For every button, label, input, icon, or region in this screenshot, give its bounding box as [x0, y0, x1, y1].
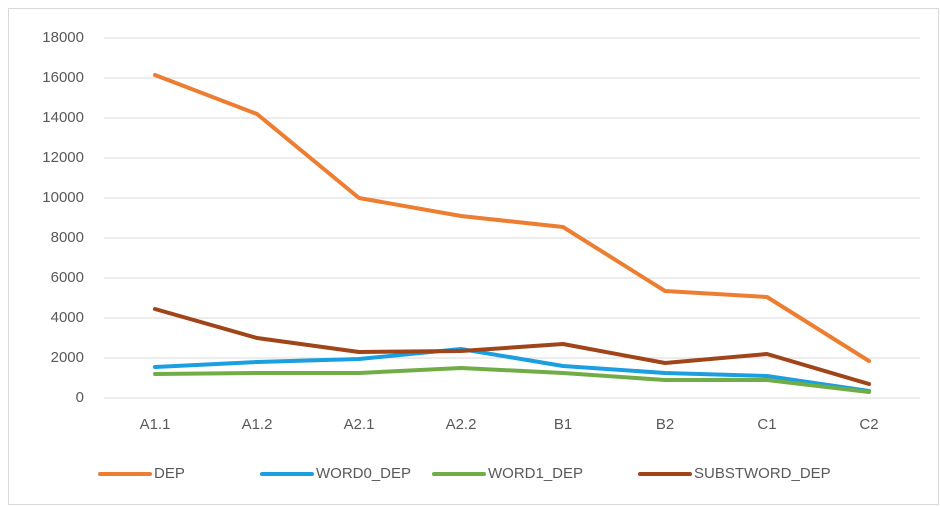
- legend-label: WORD0_DEP: [316, 465, 411, 482]
- data-line: [153, 366, 871, 394]
- x-tick-label: B1: [554, 416, 572, 433]
- legend-label: WORD1_DEP: [488, 465, 583, 482]
- y-tick-label: 2000: [51, 349, 84, 366]
- y-tick-label: 4000: [51, 309, 84, 326]
- chart-frame: [8, 8, 939, 505]
- x-tick-label: A2.1: [344, 416, 375, 433]
- y-tick-label: 12000: [42, 149, 84, 166]
- x-tick-label: C2: [859, 416, 878, 433]
- legend-label: DEP: [154, 465, 185, 482]
- x-tick-label: A2.2: [446, 416, 477, 433]
- x-tick-label: A1.1: [140, 416, 171, 433]
- y-tick-label: 0: [76, 389, 84, 406]
- y-tick-label: 18000: [42, 29, 84, 46]
- y-tick-label: 8000: [51, 229, 84, 246]
- legend-label: SUBSTWORD_DEP: [694, 465, 831, 482]
- y-tick-label: 10000: [42, 189, 84, 206]
- x-tick-label: A1.2: [242, 416, 273, 433]
- data-line: [153, 347, 871, 393]
- x-tick-label: C1: [757, 416, 776, 433]
- y-tick-label: 16000: [42, 69, 84, 86]
- data-line: [153, 73, 871, 363]
- y-tick-label: 6000: [51, 269, 84, 286]
- data-line: [153, 307, 871, 386]
- x-tick-label: B2: [656, 416, 674, 433]
- y-tick-label: 14000: [42, 109, 84, 126]
